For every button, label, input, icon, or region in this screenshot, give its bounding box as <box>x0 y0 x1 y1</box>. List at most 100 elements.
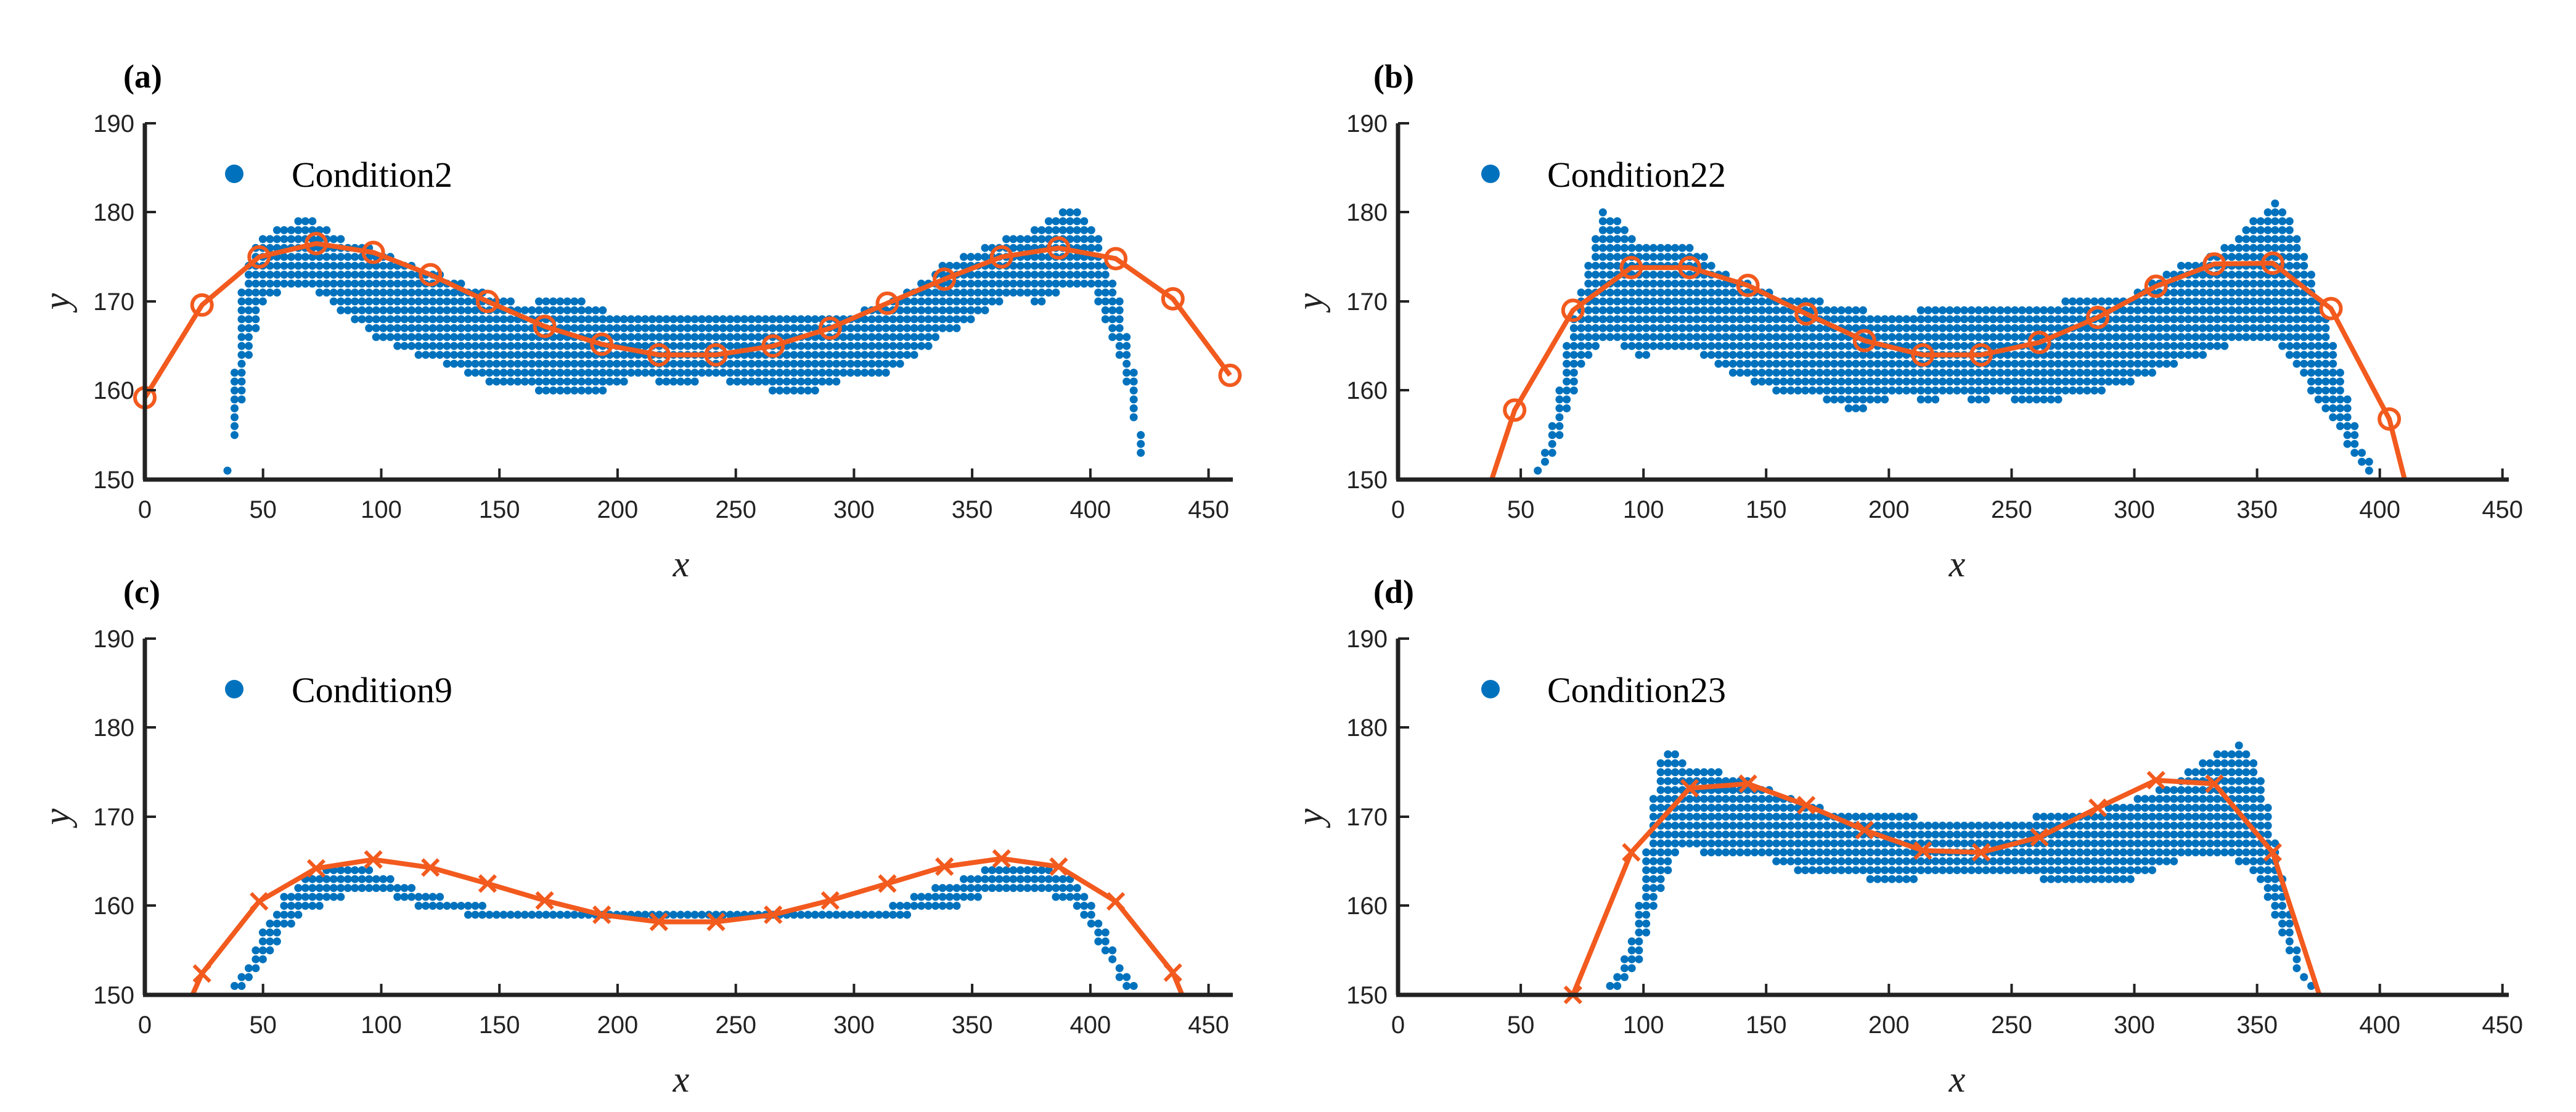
scatter-point <box>1960 324 1969 332</box>
scatter-point <box>1945 315 1954 324</box>
fit-marker <box>419 263 443 287</box>
scatter-point <box>1030 297 1039 306</box>
scatter-point <box>563 377 571 386</box>
scatter-point <box>790 351 798 359</box>
x-tick-label: 100 <box>361 1012 402 1039</box>
scatter-point <box>2046 386 2055 395</box>
scatter-point <box>889 910 898 919</box>
scatter-point <box>2075 351 2084 359</box>
scatter-point <box>1087 279 1095 288</box>
scatter-point <box>386 884 395 893</box>
scatter-point <box>414 324 423 332</box>
scatter-point <box>1592 271 1600 279</box>
scatter-point <box>266 235 274 243</box>
scatter-point <box>1699 288 1708 297</box>
scatter-point <box>2263 893 2272 901</box>
x-tick-label: 450 <box>2482 496 2523 523</box>
scatter-point <box>2104 866 2113 875</box>
scatter-point <box>1751 830 1759 839</box>
scatter-point <box>1938 386 1947 395</box>
scatter-point <box>1656 804 1665 812</box>
scatter-point <box>2061 866 2070 875</box>
scatter-point <box>2213 759 2222 767</box>
scatter-point <box>1779 857 1788 865</box>
scatter-point <box>790 377 798 386</box>
scatter-point <box>1931 333 1940 341</box>
scatter-point <box>967 297 975 306</box>
scatter-point <box>825 359 833 368</box>
fit-marker <box>1049 857 1068 877</box>
scatter-point <box>478 333 486 341</box>
scatter-point <box>2170 341 2178 350</box>
scatter-point <box>1801 369 1810 377</box>
scatter-point <box>1066 217 1074 226</box>
scatter-point <box>1534 467 1542 475</box>
scatter-point <box>832 910 841 919</box>
scatter-point <box>1967 333 1976 341</box>
scatter-point <box>861 324 869 332</box>
scatter-point <box>2220 822 2229 830</box>
scatter-point <box>2336 422 2344 430</box>
scatter-point <box>2003 386 2012 395</box>
scatter-point <box>534 386 543 395</box>
scatter-point <box>2307 377 2315 386</box>
scatter-point <box>1902 812 1911 821</box>
scatter-point <box>2213 804 2222 812</box>
scatter-point <box>2046 377 2055 386</box>
scatter-point <box>570 377 579 386</box>
fit-marker <box>1911 343 1935 367</box>
scatter-point <box>485 315 494 324</box>
scatter-point <box>995 279 1004 288</box>
scatter-point <box>818 369 827 377</box>
scatter-point <box>443 333 451 341</box>
scatter-point <box>301 261 309 270</box>
scatter-point <box>1765 315 1773 324</box>
scatter-point <box>2040 315 2048 324</box>
scatter-point <box>2285 928 2294 937</box>
scatter-point <box>513 369 522 377</box>
scatter-point <box>1101 946 1110 955</box>
scatter-point <box>1699 351 1708 359</box>
scatter-point <box>450 324 459 332</box>
scatter-point <box>1058 893 1067 901</box>
scatter-point <box>1707 324 1715 332</box>
scatter-point <box>2249 866 2258 875</box>
scatter-point <box>1122 341 1131 350</box>
scatter-point <box>1728 804 1737 812</box>
scatter-point <box>337 271 345 279</box>
scatter-point <box>563 910 571 919</box>
scatter-point <box>464 333 472 341</box>
scatter-point <box>1722 288 1730 297</box>
scatter-point <box>613 315 621 324</box>
scatter-point <box>457 359 465 368</box>
scatter-point <box>698 359 706 368</box>
scatter-point <box>2256 866 2265 875</box>
scatter-point <box>2097 351 2106 359</box>
scatter-point <box>2199 839 2207 848</box>
scatter-point <box>1953 341 1961 350</box>
scatter-point <box>2148 297 2156 306</box>
scatter-point <box>1073 208 1081 216</box>
scatter-point <box>1866 315 1875 324</box>
scatter-point <box>2148 324 2156 332</box>
scatter-point <box>2199 812 2207 821</box>
scatter-point <box>1649 306 1658 314</box>
scatter-point <box>1635 297 1643 306</box>
scatter-point <box>2191 839 2200 848</box>
scatter-point <box>2292 333 2301 341</box>
scatter-point <box>853 910 862 919</box>
scatter-point <box>1678 297 1687 306</box>
scatter-point <box>2263 822 2272 830</box>
scatter-point <box>1656 315 1665 324</box>
scatter-point <box>2329 351 2337 359</box>
scatter-point <box>1101 288 1110 297</box>
scatter-point <box>2300 333 2308 341</box>
scatter-point <box>903 306 912 314</box>
scatter-point <box>1910 386 1918 395</box>
scatter-point <box>946 261 954 270</box>
scatter-point <box>2025 351 2034 359</box>
scatter-point <box>1642 315 1651 324</box>
scatter-point <box>1606 982 1614 990</box>
scatter-point <box>464 369 472 377</box>
y-tick-label: 190 <box>93 110 134 137</box>
